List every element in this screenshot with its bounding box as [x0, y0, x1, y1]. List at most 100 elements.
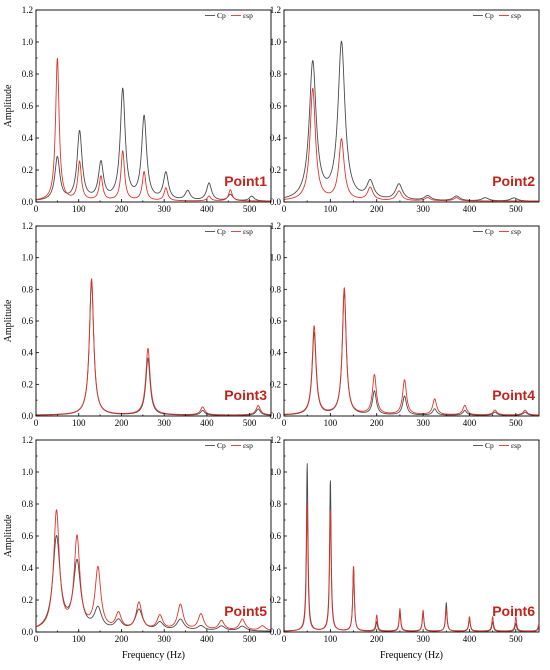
- y-tick-label: 0.8: [270, 69, 282, 79]
- x-tick-label: 300: [157, 204, 171, 214]
- y-tick-label: 0.4: [22, 563, 34, 573]
- legend-label-esp: εsp: [243, 11, 253, 20]
- legend-label-esp: εsp: [511, 441, 521, 450]
- x-tick-label: 400: [463, 204, 477, 214]
- y-tick-label: 0.2: [22, 595, 33, 605]
- panel-point6: 0 100 200 300 400 500 0.0 0.2 0.4 0.6 0.8 1.0 1.2 Fre…: [270, 435, 540, 661]
- x-tick-label: 100: [324, 204, 338, 214]
- point-label: Point1: [224, 173, 267, 189]
- x-tick-label: 500: [243, 418, 257, 428]
- y-tick-label: 1.0: [270, 37, 282, 47]
- legend-label-cp: Cp: [217, 227, 226, 236]
- x-tick-label: 100: [72, 204, 86, 214]
- series-line-esp: [283, 287, 540, 416]
- x-tick-label: 500: [509, 204, 523, 214]
- panel-point3: 0 100 200 300 400 500 0.0 0.2 0.4 0.6 0.8 1.0 1.2 Amp…: [3, 221, 272, 428]
- y-axis-title: Amplitude: [3, 514, 14, 557]
- y-tick-label: 0.8: [22, 499, 34, 509]
- x-tick-label: 500: [243, 634, 257, 644]
- y-tick-label: 1.0: [270, 253, 282, 263]
- point-label: Point6: [492, 603, 535, 619]
- x-tick-label: 200: [115, 204, 129, 214]
- y-tick-label: 0.6: [270, 531, 282, 541]
- x-tick-label: 100: [72, 418, 86, 428]
- legend-label-esp: εsp: [243, 441, 253, 450]
- y-tick-label: 1.0: [22, 253, 34, 263]
- legend-label-cp: Cp: [217, 11, 226, 20]
- series-line-cp: [35, 87, 272, 202]
- x-axis-title: Frequency (Hz): [380, 650, 443, 661]
- y-tick-label: 0.0: [22, 411, 34, 421]
- x-tick-label: 0: [34, 418, 39, 428]
- point-label: Point4: [492, 387, 535, 403]
- point-label: Point3: [224, 387, 267, 403]
- y-tick-label: 0.0: [270, 197, 282, 207]
- legend-label-cp: Cp: [485, 441, 494, 450]
- y-axis-title: Amplitude: [3, 299, 14, 342]
- x-tick-label: 300: [416, 418, 430, 428]
- y-tick-label: 0.2: [270, 165, 281, 175]
- y-tick-label: 1.2: [270, 221, 281, 231]
- x-tick-label: 200: [370, 204, 384, 214]
- x-tick-label: 200: [115, 634, 129, 644]
- x-tick-label: 100: [72, 634, 86, 644]
- panel-point4: 0 100 200 300 400 500 0.0 0.2 0.4 0.6 0.8 1.0 1.2 Cp ε…: [270, 221, 540, 428]
- y-tick-label: 1.0: [22, 467, 34, 477]
- legend-label-cp: Cp: [485, 227, 494, 236]
- y-tick-label: 0.0: [270, 627, 282, 637]
- y-tick-label: 0.8: [22, 69, 34, 79]
- y-tick-label: 0.2: [270, 379, 281, 389]
- x-axis-title: Frequency (Hz): [122, 650, 185, 661]
- x-tick-label: 400: [200, 204, 214, 214]
- x-tick-label: 0: [34, 204, 39, 214]
- y-tick-label: 0.2: [22, 165, 33, 175]
- legend-label-esp: εsp: [243, 227, 253, 236]
- y-tick-label: 1.0: [270, 467, 282, 477]
- x-tick-label: 200: [115, 418, 129, 428]
- x-tick-label: 300: [157, 634, 171, 644]
- y-tick-label: 0.0: [22, 197, 34, 207]
- x-tick-label: 200: [370, 634, 384, 644]
- chart-panels: 0 100 200 300 400 500 0.0 0.2 0.4 0.6 0.8 1.0 1.2 Amp…: [3, 5, 540, 661]
- y-tick-label: 0.6: [22, 101, 34, 111]
- x-tick-label: 0: [282, 204, 287, 214]
- series-line-esp: [35, 509, 272, 631]
- y-tick-label: 1.0: [22, 37, 34, 47]
- point-label: Point2: [492, 173, 535, 189]
- x-tick-label: 200: [370, 418, 384, 428]
- x-tick-label: 400: [200, 634, 214, 644]
- x-tick-label: 400: [200, 418, 214, 428]
- x-tick-label: 400: [463, 418, 477, 428]
- y-tick-label: 1.2: [270, 435, 281, 445]
- point-label: Point5: [224, 603, 267, 619]
- y-tick-label: 0.4: [22, 133, 34, 143]
- x-tick-label: 500: [509, 634, 523, 644]
- x-tick-label: 500: [509, 418, 523, 428]
- y-axis-title: Amplitude: [3, 84, 14, 127]
- x-tick-label: 100: [324, 418, 338, 428]
- x-tick-label: 400: [463, 634, 477, 644]
- y-tick-label: 0.6: [22, 531, 34, 541]
- y-tick-label: 0.4: [270, 563, 282, 573]
- series-line-esp: [35, 57, 272, 202]
- panel-point1: 0 100 200 300 400 500 0.0 0.2 0.4 0.6 0.8 1.0 1.2 Amp…: [3, 5, 272, 214]
- y-tick-label: 0.4: [270, 133, 282, 143]
- y-tick-label: 0.0: [270, 411, 282, 421]
- y-tick-label: 0.8: [270, 284, 282, 294]
- x-tick-label: 0: [34, 634, 39, 644]
- x-tick-label: 300: [416, 204, 430, 214]
- panel-point2: 0 100 200 300 400 500 0.0 0.2 0.4 0.6 0.8 1.0 1.2 Cp ε…: [270, 5, 540, 214]
- y-tick-label: 0.0: [22, 627, 34, 637]
- series-line-esp: [35, 278, 272, 416]
- panel-point5: 0 100 200 300 400 500 0.0 0.2 0.4 0.6 0.8 1.0 1.2 Amp…: [3, 435, 272, 661]
- series-line-esp: [283, 87, 540, 202]
- y-tick-label: 1.2: [270, 5, 281, 15]
- legend-label-esp: εsp: [511, 11, 521, 20]
- y-tick-label: 0.8: [22, 284, 34, 294]
- x-tick-label: 100: [324, 634, 338, 644]
- y-tick-label: 0.4: [270, 348, 282, 358]
- legend-label-esp: εsp: [511, 227, 521, 236]
- y-tick-label: 0.4: [22, 348, 34, 358]
- legend-label-cp: Cp: [485, 11, 494, 20]
- x-tick-label: 300: [157, 418, 171, 428]
